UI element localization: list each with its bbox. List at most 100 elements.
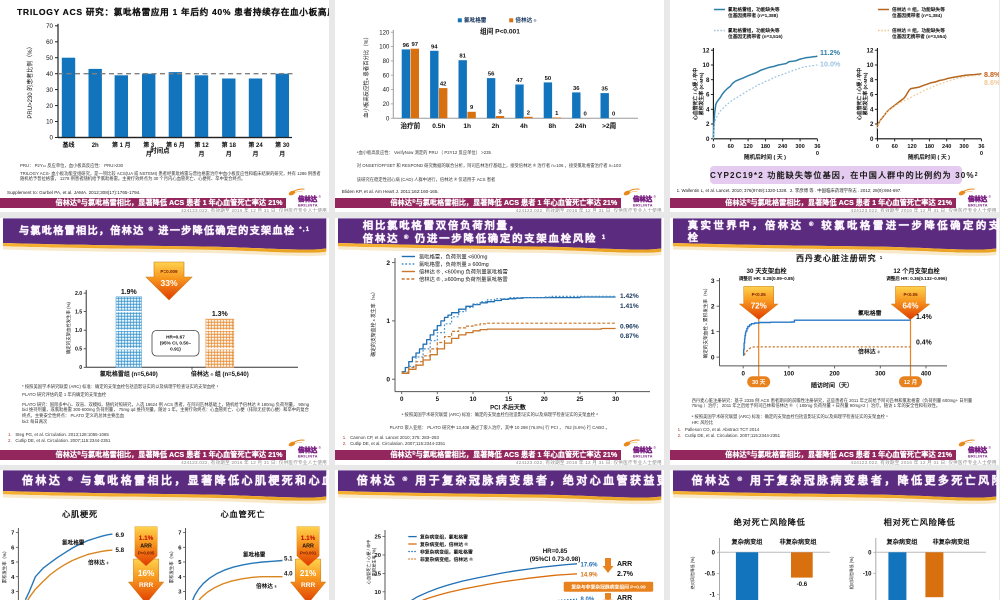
- svg-text:80: 80: [382, 59, 389, 65]
- svg-text:5.1: 5.1: [284, 555, 293, 562]
- svg-text:氯吡格雷: 氯吡格雷: [858, 309, 882, 317]
- svg-text:®: ®: [654, 446, 657, 450]
- svg-text:时间点: 时间点: [150, 146, 170, 155]
- svg-text:3: 3: [498, 110, 502, 116]
- svg-text:0: 0: [386, 116, 390, 122]
- svg-text:倍林达 ®: 倍林达 ®: [88, 559, 109, 567]
- svg-text:16%: 16%: [138, 569, 155, 578]
- svg-text:120: 120: [379, 30, 390, 36]
- svg-text:倍林达 ®: 倍林达 ®: [858, 347, 880, 355]
- svg-text:1: 1: [710, 329, 714, 336]
- svg-text:14.9%: 14.9%: [580, 573, 598, 579]
- svg-text:治疗前: 治疗前: [400, 121, 420, 130]
- svg-text:0.91): 0.91): [170, 346, 181, 351]
- svg-text:60: 60: [727, 144, 733, 150]
- svg-text:4: 4: [178, 575, 182, 581]
- svg-text:0.87%: 0.87%: [620, 333, 639, 340]
- svg-text:第 1 月: 第 1 月: [111, 141, 131, 149]
- svg-text:BRILINTA: BRILINTA: [298, 455, 318, 459]
- svg-text:-1: -1: [709, 593, 715, 599]
- svg-text:2: 2: [386, 260, 390, 267]
- svg-text:倍林达: 倍林达: [298, 445, 318, 454]
- svg-text:心血管死亡 / 心梗 / 卒中: 心血管死亡 / 心梗 / 卒中: [692, 68, 699, 120]
- svg-text:20: 20: [374, 553, 380, 559]
- svg-text:月: 月: [251, 150, 258, 158]
- svg-text:0.96%: 0.96%: [620, 323, 639, 330]
- svg-text:倍林达: 倍林达: [968, 194, 988, 203]
- svg-text:15: 15: [374, 572, 381, 578]
- svg-text:33%: 33%: [160, 278, 177, 288]
- svg-text:复杂病变组，倍林达 ®: 复杂病变组，倍林达 ®: [419, 541, 469, 548]
- svg-text:0: 0: [79, 365, 82, 371]
- svg-text:2h: 2h: [92, 143, 99, 149]
- svg-text:2: 2: [710, 303, 714, 310]
- svg-text:PRU>230 的患者比例（%）: PRU>230 的患者比例（%）: [26, 43, 34, 118]
- svg-text:97: 97: [411, 42, 418, 48]
- svg-text:倍林达 ®: 倍林达 ®: [515, 16, 536, 24]
- svg-text:(95% CI, 0.50–: (95% CI, 0.50–: [160, 340, 192, 345]
- svg-text:10: 10: [702, 62, 709, 69]
- svg-text:-10: -10: [862, 572, 871, 578]
- svg-text:240: 240: [778, 144, 787, 150]
- svg-text:位基因无携带者 (n=3,554): 位基因无携带者 (n=3,554): [892, 33, 947, 40]
- svg-text:300: 300: [875, 370, 886, 377]
- svg-text:0: 0: [706, 136, 710, 143]
- svg-text:0: 0: [741, 370, 745, 377]
- svg-text:5.8: 5.8: [116, 547, 125, 554]
- svg-text:1: 1: [386, 318, 390, 325]
- svg-text:42: 42: [440, 82, 447, 88]
- svg-text:8.0%: 8.0%: [580, 597, 594, 600]
- svg-text:确定的支架血栓发生率 (%): 确定的支架血栓发生率 (%): [65, 301, 72, 353]
- svg-text:25: 25: [374, 535, 381, 541]
- svg-text:7: 7: [178, 531, 181, 537]
- svg-text:第 24: 第 24: [247, 141, 263, 149]
- svg-text:11.2%: 11.2%: [820, 48, 841, 57]
- svg-text:4: 4: [870, 107, 874, 114]
- svg-text:-0.5: -0.5: [704, 572, 715, 578]
- svg-text:20: 20: [541, 396, 548, 403]
- svg-text:1.0: 1.0: [75, 328, 82, 334]
- svg-text:累积发生率（%）: 累积发生率（%）: [1, 549, 8, 584]
- svg-text:3: 3: [178, 590, 182, 596]
- svg-text:倍林达 ® , ≥600mg 负荷剂量氯吡格雷: 倍林达 ® , ≥600mg 负荷剂量氯吡格雷: [419, 275, 508, 283]
- svg-text:HR=0.67: HR=0.67: [166, 334, 185, 339]
- svg-text:30: 30: [612, 396, 619, 403]
- svg-text:倍林达: 倍林达: [968, 445, 988, 454]
- svg-text:倍林达 ® 组，功能缺失等: 倍林达 ® 组，功能缺失等: [891, 6, 945, 13]
- svg-text:35: 35: [601, 87, 608, 93]
- svg-text:4.0: 4.0: [284, 571, 293, 578]
- svg-text:2: 2: [527, 110, 531, 116]
- svg-text:6: 6: [178, 546, 182, 552]
- svg-text:0.5h: 0.5h: [432, 123, 445, 130]
- svg-text:6: 6: [11, 546, 15, 552]
- svg-text:17.6%: 17.6%: [580, 563, 598, 569]
- svg-text:0: 0: [711, 144, 714, 150]
- svg-text:2h: 2h: [491, 123, 499, 130]
- svg-text:倍林达: 倍林达: [633, 194, 653, 203]
- svg-text:0: 0: [612, 112, 616, 118]
- svg-text:非复杂病变组，倍林达 ®: 非复杂病变组，倍林达 ®: [420, 556, 473, 563]
- svg-text:®: ®: [654, 194, 657, 198]
- svg-text:4: 4: [11, 575, 15, 581]
- svg-text:40: 40: [382, 88, 389, 94]
- svg-text:第 30: 第 30: [274, 141, 290, 149]
- svg-text:HR=0.85: HR=0.85: [543, 548, 568, 555]
- svg-text:300: 300: [795, 144, 804, 150]
- svg-text:累积发生率（%）: 累积发生率（%）: [168, 549, 175, 584]
- svg-text:0: 0: [868, 551, 872, 557]
- svg-text:0: 0: [870, 136, 874, 143]
- svg-text:复杂病变组，氯吡格雷: 复杂病变组，氯吡格雷: [419, 534, 468, 541]
- svg-text:倍林达: 倍林达: [633, 445, 653, 454]
- svg-text:240: 240: [942, 144, 951, 150]
- svg-text:0: 0: [979, 151, 982, 157]
- svg-text:25: 25: [576, 396, 583, 403]
- svg-text:9: 9: [470, 105, 474, 111]
- svg-text:72%: 72%: [750, 301, 766, 310]
- svg-text:第 6 月: 第 6 月: [165, 141, 185, 149]
- svg-text:10.0%: 10.0%: [820, 60, 841, 69]
- svg-text:1.1%: 1.1%: [139, 535, 154, 542]
- svg-text:2.7%: 2.7%: [617, 571, 634, 578]
- svg-text:ARR: ARR: [302, 544, 314, 550]
- svg-text:BRILINTA: BRILINTA: [968, 455, 988, 459]
- svg-text:倍林达 ® 组，功能缺失等: 倍林达 ® 组，功能缺失等: [891, 27, 945, 34]
